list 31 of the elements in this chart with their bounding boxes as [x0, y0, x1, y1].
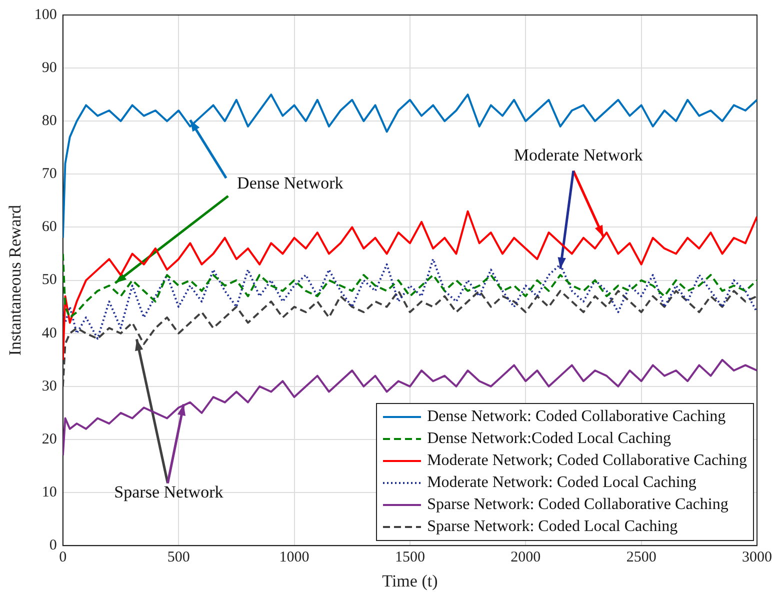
y-tick-label: 0 [49, 538, 57, 554]
line-series [62, 252, 757, 318]
y-tick-label: 40 [42, 325, 57, 342]
y-tick-label: 90 [42, 60, 57, 76]
x-tick-label: 2000 [510, 550, 541, 566]
line-series [62, 290, 757, 388]
legend-label: Sparse Network: Coded Collaborative Caching [427, 495, 728, 515]
x-tick-label: 1000 [279, 550, 310, 566]
x-tick-label: 0 [59, 550, 67, 566]
legend-label: Sparse Network: Coded Local Caching [427, 517, 678, 537]
x-tick-label: 3000 [742, 550, 772, 566]
y-axis-title: Instantaneous Reward [6, 204, 25, 356]
y-tick-label: 10 [42, 484, 57, 500]
x-tick-label: 1500 [394, 550, 425, 566]
legend-label: Dense Network:Coded Local Caching [427, 429, 672, 449]
annotation: Moderate Network [514, 145, 644, 164]
annotation: Sparse Network [114, 482, 224, 502]
legend-label: Moderate Network; Coded Collaborative Caching [427, 451, 747, 471]
y-tick-label: 50 [42, 272, 57, 288]
x-axis-title: Time (t) [382, 571, 438, 590]
y-tick-label: 30 [42, 378, 57, 394]
y-tick-label: 60 [42, 219, 57, 236]
legend-label: Moderate Network: Coded Local Caching [427, 473, 696, 493]
x-tick-label: 2500 [626, 550, 656, 566]
x-tick-label: 500 [167, 550, 190, 566]
y-tick-label: 100 [34, 6, 57, 23]
annotation: Dense Network [237, 174, 344, 193]
y-tick-label: 70 [42, 166, 57, 182]
legend-label: Dense Network: Coded Collaborative Caching [427, 407, 726, 427]
y-tick-label: 80 [42, 113, 57, 130]
y-tick-label: 20 [42, 431, 57, 448]
